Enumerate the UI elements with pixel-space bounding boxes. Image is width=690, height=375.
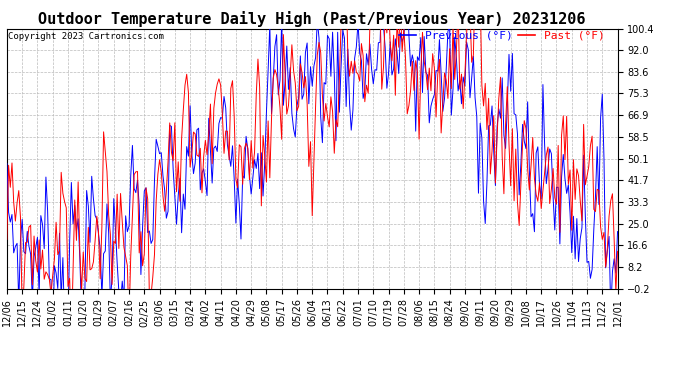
- Legend: Previous (°F), Past (°F): Previous (°F), Past (°F): [395, 26, 609, 45]
- Title: Outdoor Temperature Daily High (Past/Previous Year) 20231206: Outdoor Temperature Daily High (Past/Pre…: [39, 11, 586, 27]
- Text: Copyright 2023 Cartronics.com: Copyright 2023 Cartronics.com: [8, 32, 164, 41]
